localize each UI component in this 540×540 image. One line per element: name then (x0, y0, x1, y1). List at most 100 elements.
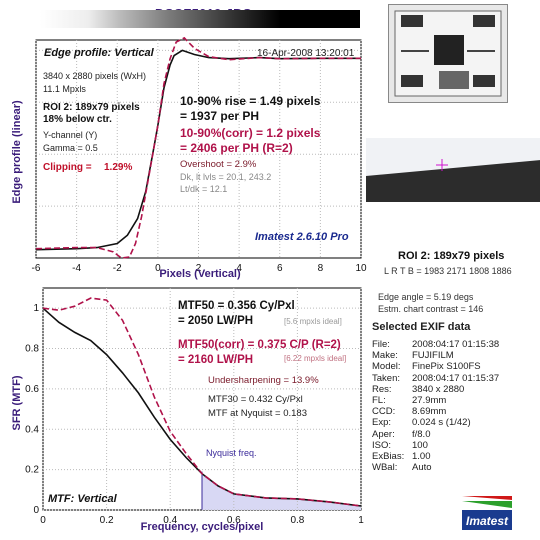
y-tick-label: 0 (33, 505, 39, 516)
exif-row: Res: 3840 x 2880 (372, 384, 532, 395)
exif-key: File: (372, 339, 390, 350)
exif-value: 2008:04:17 01:15:38 (412, 339, 500, 350)
exif-row: ISO: 100 (372, 440, 532, 451)
exif-row: FL: 27.9mm (372, 395, 532, 406)
imatest-logo: Imatest (456, 492, 516, 532)
exif-value: FUJIFILM (412, 350, 454, 362)
overshoot-text: Overshoot = 2.9% (180, 159, 257, 170)
top-date: 16-Apr-2008 13:20:01 (257, 48, 355, 59)
corr-line2: = 2406 per PH (R=2) (180, 141, 293, 155)
version-text: Imatest 2.6.10 Pro (255, 231, 349, 243)
exif-value: 100 (412, 439, 428, 451)
gradient-bar (40, 10, 360, 28)
exif-value: f/8.0 (412, 428, 431, 440)
y-tick-label: 1 (33, 303, 39, 314)
roi-edge-angle: Edge angle = 5.19 degs (378, 292, 474, 302)
exif-key: Res: (372, 383, 392, 395)
exif-key: ISO: (372, 439, 392, 451)
exif-key: Taken: (372, 372, 400, 384)
y-tick-label: 0.4 (25, 424, 39, 435)
exif-row: File: 2008:04:17 01:15:38 (372, 339, 532, 350)
exif-key: FL: (372, 395, 386, 407)
exif-key: Model: (372, 361, 401, 373)
mtf50-line1: MTF50 = 0.356 Cy/Pxl (178, 300, 295, 312)
image-size-text: 3840 x 2880 pixels (WxH) (43, 71, 146, 81)
y-tick-label: 0.8 (25, 344, 39, 355)
roi-info-lrtb: L R T B = 1983 2171 1808 1886 (384, 266, 512, 276)
top-xlabel: Pixels (Vertical) (159, 268, 241, 280)
exif-value: 1.00 (412, 451, 431, 463)
x-tick-label: 4 (236, 263, 242, 274)
x-tick-label: 0.4 (163, 515, 177, 526)
exif-value: 8.69mm (412, 406, 447, 418)
roi-line1: ROI 2: 189x79 pixels (43, 102, 140, 113)
x-tick-label: 0 (155, 263, 161, 274)
series-corrected (42, 297, 362, 507)
ideal1-text: [5.6 mpxls ideal] (284, 317, 342, 326)
y-tick-label: 0.2 (25, 465, 39, 476)
mpxls-text: 11.1 Mpxls (43, 84, 86, 94)
x-tick-label: 0 (40, 515, 46, 526)
exif-value: 3840 x 2880 (412, 383, 465, 395)
rise-line1: 10-90% rise = 1.49 pixels (180, 94, 321, 108)
top-title: Edge profile: Vertical (44, 47, 155, 59)
x-tick-label: 0.8 (290, 515, 304, 526)
exif-value: Auto (412, 462, 432, 474)
exif-table: File: 2008:04:17 01:15:38 Make: FUJIFILM Mod… (372, 339, 532, 473)
nyquist-area (202, 473, 361, 510)
rise-line2: = 1937 per PH (180, 109, 259, 123)
x-tick-label: 1 (358, 515, 364, 526)
exif-row: WBal: Auto (372, 462, 532, 473)
edge-profile-chart: -6 -4 -2 0 2 4 6 8 10 (32, 36, 367, 274)
exif-key: CCD: (372, 406, 396, 418)
bottom-xlabel: Frequency, cycles/pixel (141, 521, 264, 533)
corr-line1: 10-90%(corr) = 1.2 pixels (180, 126, 321, 140)
exif-row: ExBias: 1.00 (372, 451, 532, 462)
undersharp-text: Undersharpening = 13.9% (208, 375, 319, 386)
exif-key: Exp: (372, 417, 392, 429)
roi-contrast: Estm. chart contrast = 146 (378, 304, 484, 314)
x-tick-label: 2 (196, 263, 202, 274)
mtf50-line2: = 2050 LW/PH (178, 315, 253, 327)
nyquist-mtf-text: MTF at Nyquist = 0.183 (208, 408, 307, 419)
x-tick-label: 0.2 (100, 515, 114, 526)
gamma-text: Gamma = 0.5 (43, 143, 98, 153)
roi-line2: 18% below ctr. (43, 114, 112, 125)
x-tick-label: -6 (32, 263, 41, 274)
exif-row: Model: FinePix S100FS (372, 361, 532, 372)
exif-row: Taken: 2008:04:17 01:15:37 (372, 373, 532, 384)
levels-text: Dk, lt lvls = 20.1, 243.2 (180, 172, 271, 182)
series-measured (35, 49, 361, 251)
ltdk-text: Lt/dk = 12.1 (180, 184, 227, 194)
y-tick-label: 0.6 (25, 384, 39, 395)
x-tick-label: 6 (277, 263, 283, 274)
target-thumbnail-image (394, 10, 502, 97)
exif-row: Aper: f/8.0 (372, 429, 532, 440)
imatest-logo-text: Imatest (466, 514, 509, 528)
exif-row: Exp: 0.024 s (1/42) (372, 417, 532, 428)
exif-title: Selected EXIF data (372, 321, 471, 333)
exif-key: WBal: (372, 462, 398, 474)
exif-value: 0.024 s (1/42) (412, 417, 471, 429)
exif-row: Make: FUJIFILM (372, 350, 532, 361)
x-tick-label: 8 (318, 263, 324, 274)
series-corrected (35, 36, 361, 259)
channel-text: Y-channel (Y) (43, 130, 97, 140)
exif-key: Aper: (372, 428, 395, 440)
mtf50corr-line2: = 2160 LW/PH (178, 354, 253, 366)
exif-value: 2008:04:17 01:15:37 (412, 372, 500, 384)
x-tick-label: 10 (355, 263, 367, 274)
roi-info-title: ROI 2: 189x79 pixels (398, 250, 505, 262)
x-tick-label: -4 (72, 263, 81, 274)
mtf50corr-line1: MTF50(corr) = 0.375 C/P (R=2) (178, 339, 341, 351)
nyquist-label: Nyquist freq. (206, 448, 257, 458)
x-tick-label: -2 (113, 263, 122, 274)
exif-key: Make: (372, 350, 398, 362)
target-thumbnail (388, 4, 508, 103)
clipping-label: Clipping = (43, 162, 92, 173)
mtf-chart: 0 0.2 0.4 0.6 0.8 1 0 0.2 0.4 0.6 0.8 1 (25, 287, 364, 526)
bottom-title: MTF: Vertical (48, 493, 118, 505)
x-tick-label: 0.6 (227, 515, 241, 526)
exif-value: 27.9mm (412, 395, 447, 407)
